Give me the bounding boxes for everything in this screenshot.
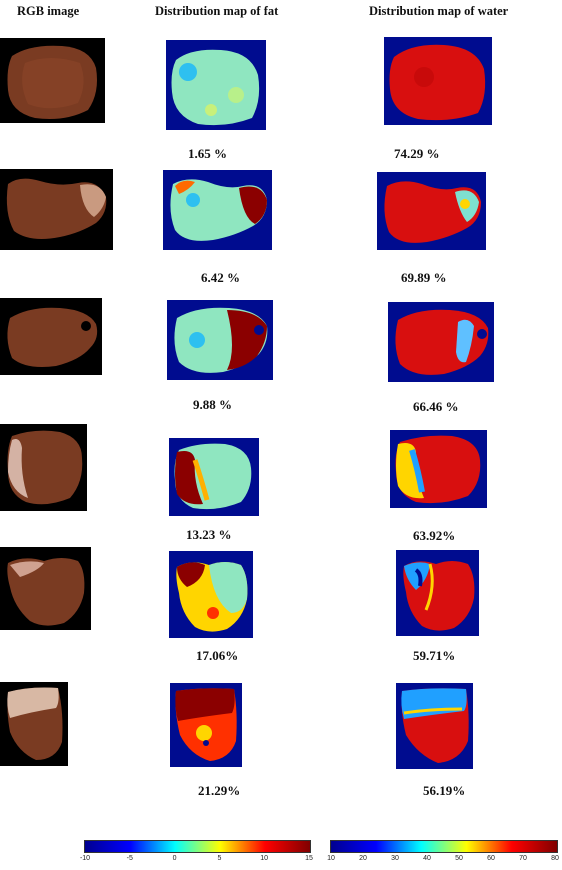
water-percent-6: 56.19% (423, 783, 466, 798)
water-percent-1: 74.29 % (394, 146, 440, 161)
water-colorbar-tick: 40 (423, 855, 431, 862)
water-map-2 (377, 172, 486, 250)
fat-map-3 (167, 300, 273, 380)
water-colorbar-tick: 70 (519, 855, 527, 862)
rgb-image-3 (0, 298, 102, 375)
fat-map-5 (169, 551, 253, 638)
fat-map-6 (170, 683, 242, 767)
water-colorbar-tick: 50 (455, 855, 463, 862)
fat-colorbar (84, 840, 311, 853)
fat-colorbar-tick: -10 (79, 855, 91, 862)
rgb-image-5 (0, 547, 91, 630)
water-map-5 (396, 550, 479, 636)
fat-map-1 (166, 40, 266, 130)
header-fat: Distribution map of fat (155, 4, 279, 18)
fat-percent-4: 13.23 % (186, 527, 232, 542)
water-percent-3: 66.46 % (413, 399, 459, 414)
fat-colorbar-tick: -5 (126, 855, 133, 862)
water-percent-5: 59.71% (413, 648, 456, 663)
water-map-4 (390, 430, 487, 508)
fat-colorbar-tick: 0 (172, 855, 177, 862)
water-percent-4: 63.92% (413, 528, 456, 543)
header-water: Distribution map of water (369, 4, 509, 18)
fat-percent-1: 1.65 % (188, 146, 227, 161)
water-map-3 (388, 302, 494, 382)
fat-colorbar-tick: 15 (305, 855, 313, 862)
water-colorbar-tick: 60 (487, 855, 495, 862)
rgb-image-2 (0, 169, 113, 250)
water-colorbar (330, 840, 558, 853)
rgb-image-1 (0, 38, 105, 123)
water-colorbar-tick: 10 (327, 855, 335, 862)
fat-percent-6: 21.29% (198, 783, 241, 798)
fat-colorbar-tick: 5 (217, 855, 222, 862)
fat-map-2 (163, 170, 272, 250)
water-colorbar-tick: 20 (359, 855, 367, 862)
water-map-1 (384, 37, 492, 125)
fat-map-4 (169, 438, 259, 516)
water-colorbar-tick: 30 (391, 855, 399, 862)
water-colorbar-tick: 80 (551, 855, 559, 862)
water-percent-2: 69.89 % (401, 270, 447, 285)
fat-percent-5: 17.06% (196, 648, 239, 663)
water-map-6 (396, 683, 473, 769)
fat-percent-3: 9.88 % (193, 397, 232, 412)
rgb-image-6 (0, 682, 68, 766)
fat-percent-2: 6.42 % (201, 270, 240, 285)
rgb-image-4 (0, 424, 87, 511)
header-rgb: RGB image (17, 4, 80, 18)
fat-colorbar-tick: 10 (260, 855, 269, 862)
